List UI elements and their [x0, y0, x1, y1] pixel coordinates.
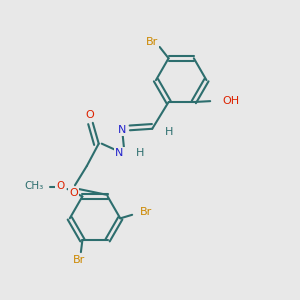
Text: N: N	[115, 148, 124, 158]
Text: Br: Br	[146, 37, 158, 47]
Text: Br: Br	[73, 255, 86, 265]
Text: O: O	[85, 110, 94, 120]
Text: OH: OH	[222, 95, 239, 106]
Text: CH₃: CH₃	[25, 181, 44, 191]
Text: H: H	[136, 148, 145, 158]
Text: N: N	[118, 125, 127, 135]
Text: H: H	[164, 127, 173, 137]
Text: O: O	[56, 181, 64, 191]
Text: O: O	[69, 188, 78, 198]
Text: Br: Br	[140, 207, 152, 218]
